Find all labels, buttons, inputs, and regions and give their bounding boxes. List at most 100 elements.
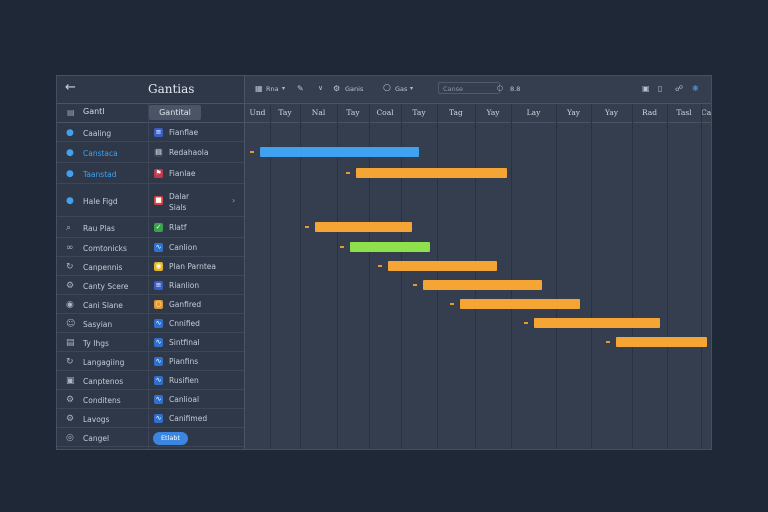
dependency-marker [412,284,417,286]
wave-icon: ∿ [154,376,163,385]
dependency-marker [250,151,254,153]
task-tag: Pianfins [169,357,199,366]
timeline-gridline [475,104,476,449]
arrow-left-icon[interactable]: ← [65,80,76,95]
toolbar-settings-label[interactable]: Ganis [345,85,364,93]
task-name: Ty Ihgs [83,339,109,348]
chevron-down-icon[interactable]: ∨ [318,84,324,92]
flag-icon: ⚑ [154,169,163,178]
task-name: Sasyian [83,320,113,329]
task-bar[interactable] [388,261,497,271]
search-icon[interactable]: ○ [497,84,504,92]
settings-icon[interactable]: ❋ [692,84,699,93]
timeline-gridline [632,104,633,449]
timeline-gridline [556,104,557,449]
task-row[interactable]: ⚙ Canty Scere ≡ Rianlion [57,276,244,295]
timeline-label: Tay [278,108,292,117]
timeline-label: Rad [641,108,658,117]
grid-icon[interactable]: ▦ [255,84,263,93]
dependency-marker [346,172,351,174]
task-bar[interactable] [356,168,508,178]
wave-icon: ∿ [154,357,163,366]
task-bar[interactable] [314,222,412,232]
task-row[interactable]: ☺ Sasyian ∿ Cnnified [57,314,244,333]
gear-icon[interactable]: ⚙ [333,84,341,93]
task-tag: Redahaola [169,148,209,157]
task-row[interactable]: ⌕ Rau Plas ✓ Rlatf [57,217,244,238]
task-tag: Dalar [169,192,190,201]
circle-icon[interactable]: ○ [383,83,391,93]
gear-icon: ⚙ [66,414,75,424]
task-row[interactable]: ▤ Ty Ihgs ∿ Sintfinal [57,333,244,352]
task-row[interactable]: ◉ Cani Slane ○ Ganfired [57,295,244,314]
task-row[interactable]: ● Hale Figd ■ Dalar Sials › [57,184,244,217]
column-divider [148,104,149,449]
pen-icon[interactable]: ✎ [297,84,304,93]
refresh-icon: ↻ [66,357,74,367]
task-name: Cangel [83,434,110,443]
search-input[interactable]: Canse [438,82,500,94]
timeline-gridline [300,104,301,449]
task-row[interactable]: ↻ Canpennis ◉ Plan Parntea [57,257,244,276]
task-name: Cani Slane [83,301,123,310]
task-row[interactable]: ∞ Comtonicks ∿ Canlion [57,238,244,257]
timeline-label: Yay [486,108,500,117]
task-row[interactable]: ⚙ Conditens ∿ Canlioal [57,390,244,409]
timeline-gridline [667,104,668,449]
toolbar-group-label[interactable]: Gas [395,85,408,93]
gantt-grid [245,122,711,449]
dependency-marker [449,303,454,305]
layers-icon: ≡ [154,281,163,290]
task-name: Lavogs [83,415,110,424]
task-bar[interactable] [459,299,581,309]
task-bar[interactable] [260,147,419,157]
timeline-label: Lay [526,108,541,117]
task-name: Canpennis [83,263,123,272]
timeline-gridline [437,104,438,449]
task-row[interactable]: ▣ Canptenos ∿ Rusifien [57,371,244,390]
square-icon: ■ [154,196,163,205]
task-tag: Fianlae [169,169,196,178]
task-row[interactable]: ● Canstaca ▤ Redahaola [57,142,244,163]
task-bar[interactable] [615,337,707,347]
task-name: Canptenos [83,377,124,386]
task-bar[interactable] [533,318,660,328]
task-bar[interactable] [349,242,430,252]
task-list-pane: ← Gantias ▤ Gantl Gantital ● Caaling ≡ Fian… [57,76,245,449]
task-row[interactable]: ⚙ Lavogs ∿ Canifimed [57,409,244,428]
file-icon[interactable]: ▯ [658,84,663,93]
task-name: Rau Plas [83,224,115,233]
task-tag: Rusifien [169,376,199,385]
name-column-header[interactable]: Gantl [83,107,105,116]
chevron-right-icon[interactable]: › [232,196,236,205]
timeline-label: Tay [412,108,426,117]
task-name: Caaling [83,129,112,138]
task-row[interactable]: ↻ Langagiing ∿ Pianfins [57,352,244,371]
chevron-down-icon[interactable]: ▾ [410,85,414,92]
timeline-label: Tag [449,108,463,117]
task-tag: Rianlion [169,281,200,290]
timeline-gridline [369,104,370,449]
share-icon[interactable]: ☍ [675,84,684,93]
doc-icon: ▤ [154,148,163,157]
task-tag: Fianflae [169,128,199,137]
task-row[interactable]: ● Taanstad ⚑ Fianlae [57,163,244,184]
circle-fill-icon: ● [66,196,74,206]
toolbar-view-label[interactable]: Rna [266,85,279,93]
search-suffix: 8.8 [510,85,521,93]
task-bar[interactable] [422,280,543,290]
export-icon[interactable]: ▣ [642,84,650,93]
wave-icon: ∿ [154,338,163,347]
tag-column-header[interactable]: Gantital [149,105,201,120]
task-name: Langagiing [83,358,125,367]
task-row[interactable]: ◎ Cangel Etlabt [57,428,244,447]
chevron-down-icon[interactable]: ▾ [282,85,286,92]
wave-icon: ∿ [154,319,163,328]
circle-icon: ◎ [66,433,74,443]
ring-icon: ○ [154,300,163,309]
task-row[interactable]: ● Caaling ≡ Fianflae [57,123,244,142]
task-name: Conditens [83,396,121,405]
dependency-marker [523,322,528,324]
edit-pill-button[interactable]: Etlabt [153,432,188,445]
task-tag: Canlioal [169,395,200,404]
